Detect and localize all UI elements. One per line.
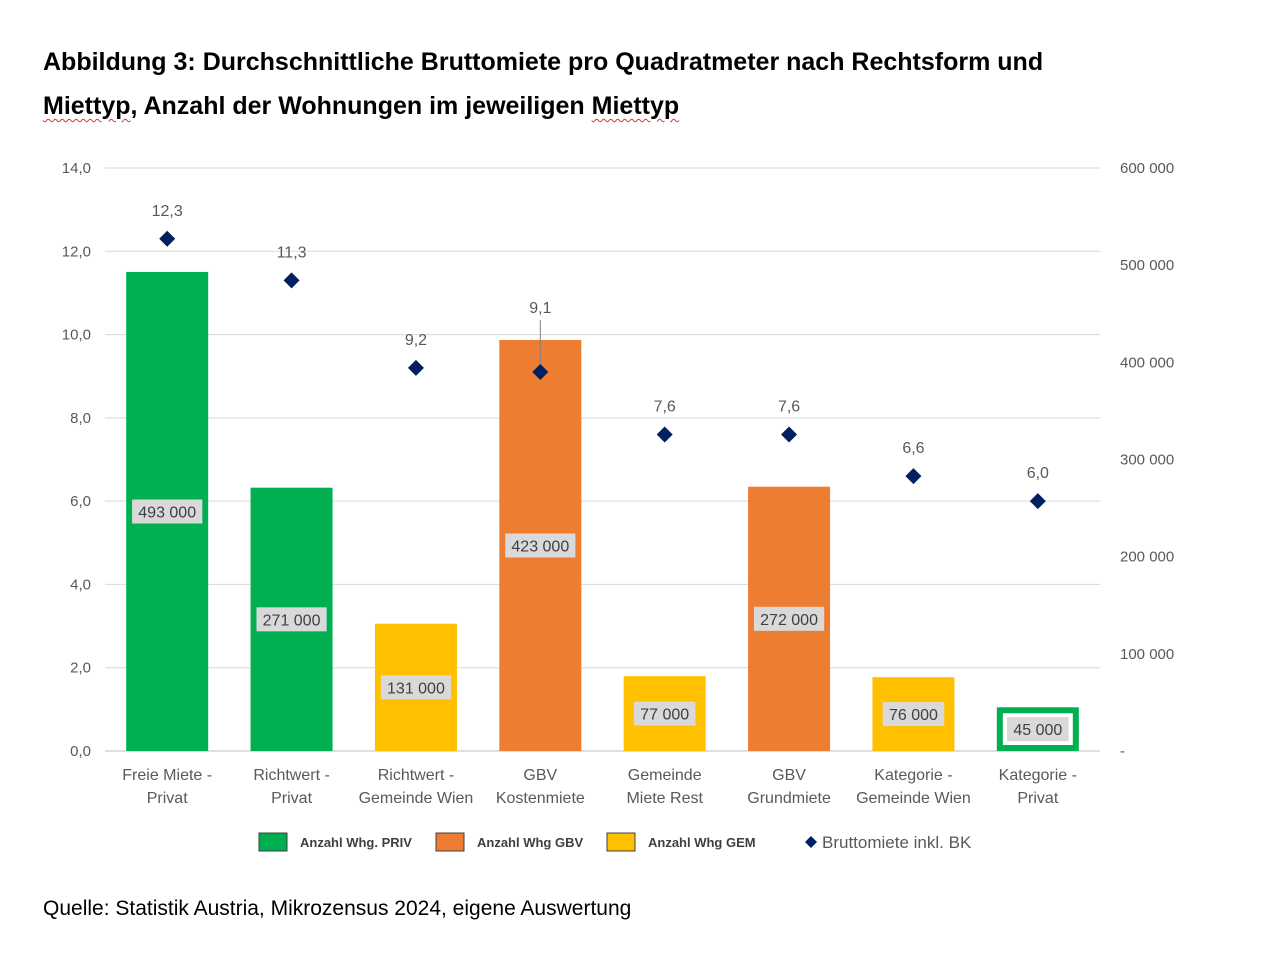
legend-swatch (606, 832, 636, 852)
point-marker (1029, 493, 1046, 510)
left-axis-tick-label: 4,0 (70, 576, 91, 593)
right-axis-tick-label: - (1120, 743, 1125, 760)
point-data-label: 11,3 (277, 244, 307, 261)
point-marker (407, 359, 424, 376)
title-word-miettyp: Miettyp (43, 92, 131, 120)
left-axis-tick-label: 14,0 (62, 160, 91, 177)
bar-data-label: 271 000 (263, 612, 321, 629)
category-label: Privat (271, 790, 312, 807)
category-label: Richtwert - (253, 767, 329, 784)
category-label: Richtwert - (378, 767, 454, 784)
left-axis-tick-label: 12,0 (62, 243, 91, 260)
bar-data-label: 76 000 (889, 707, 938, 724)
point-data-label: 6,6 (902, 440, 924, 457)
point-data-label: 12,3 (152, 203, 183, 220)
right-axis-tick-label: 400 000 (1120, 354, 1174, 371)
category-label: Gemeinde (628, 767, 702, 784)
point-marker (159, 230, 176, 247)
point-data-label: 6,0 (1027, 465, 1049, 482)
left-axis-tick-label: 2,0 (70, 660, 91, 677)
point-marker (656, 426, 673, 443)
bar-data-label-box (882, 702, 945, 727)
bar-data-label-box (1007, 717, 1069, 742)
bar-data-label-box (132, 499, 203, 524)
bar-data-label: 423 000 (511, 538, 569, 555)
legend-label: Anzahl Whg GEM (648, 835, 756, 850)
point-marker (532, 364, 549, 381)
point-data-label: 7,6 (654, 399, 676, 416)
title-line-1: Abbildung 3: Durchschnittliche Bruttomie… (43, 48, 1044, 76)
bar-data-label-box (633, 701, 696, 726)
category-label: Gemeinde Wien (856, 790, 971, 807)
point-data-label: 9,1 (529, 300, 551, 317)
category-label: Privat (1017, 790, 1058, 807)
bar-data-label-box (256, 607, 327, 632)
legend-label: Bruttomiete inkl. BK (822, 833, 972, 852)
source-note: Quelle: Statistik Austria, Mikrozensus 2… (43, 897, 632, 920)
bar-data-label: 493 000 (138, 504, 196, 521)
chart-title: Abbildung 3: Durchschnittliche Bruttomie… (43, 40, 1193, 128)
left-axis-tick-label: 8,0 (70, 410, 91, 427)
point-marker (781, 426, 798, 443)
bar-data-label: 77 000 (640, 707, 689, 724)
title-middle: , Anzahl der Wohnungen im jeweiligen (130, 92, 592, 120)
bar-data-label: 272 000 (760, 612, 818, 629)
left-axis-tick-label: 0,0 (70, 743, 91, 760)
point-marker (905, 468, 922, 485)
title-line-2: Miettyp, Anzahl der Wohnungen im jeweili… (43, 84, 1193, 128)
category-label: Grundmiete (747, 790, 831, 807)
bar-data-label-box (380, 675, 452, 700)
legend-swatch (805, 836, 817, 848)
legend-swatch (435, 832, 465, 852)
point-data-label: 7,6 (778, 399, 800, 416)
title-word-miettyp-2: Miettyp (591, 92, 680, 120)
bar-data-label-box (505, 533, 576, 558)
bar-data-label-box (753, 606, 825, 631)
category-label: Kostenmiete (496, 790, 585, 807)
category-label: Freie Miete - (122, 767, 212, 784)
right-axis-tick-label: 300 000 (1120, 452, 1174, 469)
legend-label: Anzahl Whg GBV (477, 835, 583, 850)
point-marker (283, 272, 300, 289)
legend-swatch (258, 832, 288, 852)
left-axis-tick-label: 6,0 (70, 493, 91, 510)
bar-data-label: 45 000 (1013, 722, 1062, 739)
category-label: Miete Rest (626, 790, 703, 807)
right-axis-tick-label: 500 000 (1120, 257, 1174, 274)
bar-data-label: 131 000 (387, 680, 445, 697)
point-data-label: 9,2 (405, 332, 427, 349)
category-label: GBV (772, 767, 806, 784)
category-label: Privat (147, 790, 188, 807)
category-label: Kategorie - (874, 767, 952, 784)
legend-label: Anzahl Whg. PRIV (300, 835, 412, 850)
category-label: Kategorie - (999, 767, 1077, 784)
category-label: Gemeinde Wien (359, 790, 474, 807)
right-axis-tick-label: 200 000 (1120, 549, 1174, 566)
left-axis-tick-label: 10,0 (62, 327, 91, 344)
right-axis-tick-label: 100 000 (1120, 646, 1174, 663)
category-label: GBV (523, 767, 557, 784)
right-axis-tick-label: 600 000 (1120, 160, 1174, 177)
